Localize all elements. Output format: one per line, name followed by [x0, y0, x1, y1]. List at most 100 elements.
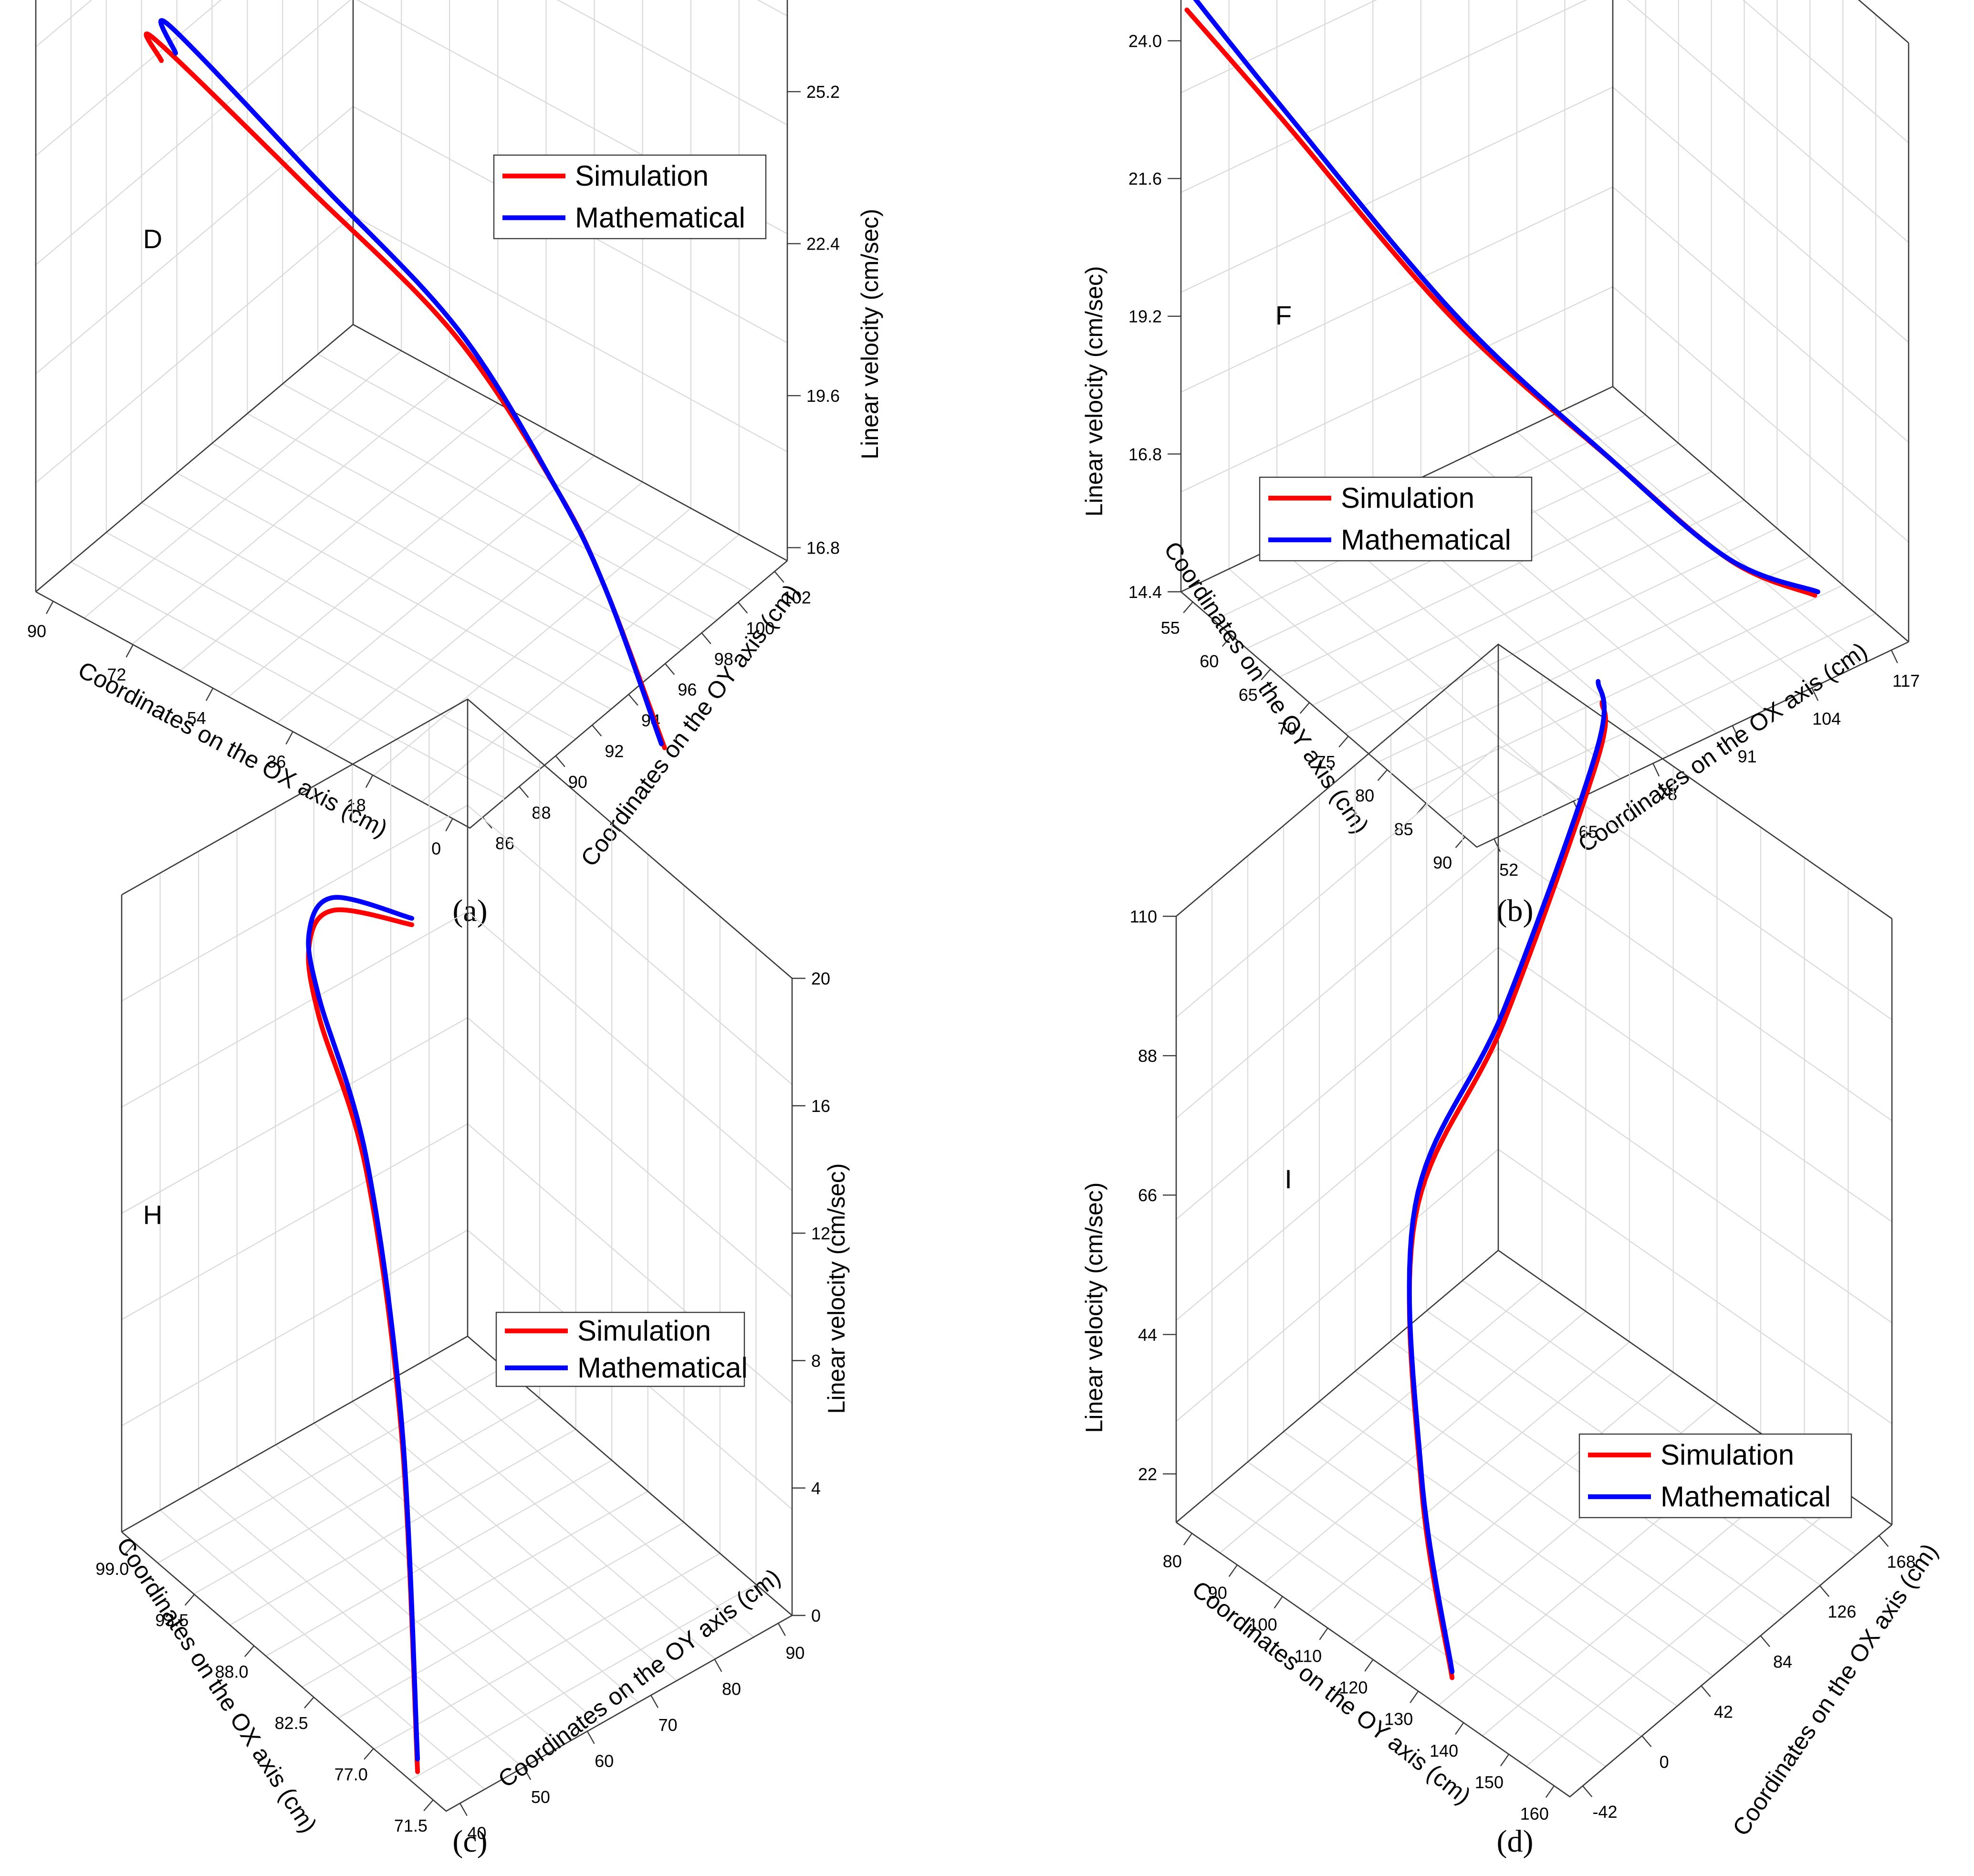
grid-line: [1525, 1494, 1849, 1767]
z-axis-tick-label: 110: [1130, 907, 1157, 926]
panel-caption: (d): [1497, 1824, 1534, 1859]
chart-panel-a: 018365472908688909294969810010216.819.62…: [27, 0, 883, 928]
x-axis-tick-label: 18: [347, 795, 366, 815]
grid-line: [1564, 409, 1861, 665]
grid-line: [409, 1584, 756, 1781]
grid-line: [282, 383, 717, 621]
series-line-mathematical: [1193, 0, 1820, 595]
series-line-simulation: [144, 31, 667, 750]
x-axis-tick-label: 84: [1773, 1652, 1792, 1672]
x-axis-tick-label: 52: [1499, 860, 1518, 880]
y-axis-tick: [1228, 1564, 1238, 1577]
grid-line: [84, 350, 402, 618]
y-axis-title: Coordinates on the OY axis (cm): [1159, 537, 1374, 838]
z-axis-tick-label: 44: [1138, 1325, 1157, 1344]
y-axis-tick: [519, 786, 529, 798]
y-axis-tick-label: 40: [467, 1823, 486, 1843]
legend: Simulation Mathematical: [1259, 476, 1533, 562]
x-axis-title: Coordinates on the OX axis (cm): [111, 1532, 322, 1837]
y-axis-tick: [1319, 1627, 1328, 1640]
y-axis-tick-label: 70: [658, 1715, 678, 1735]
grid-line: [1283, 1431, 1678, 1707]
grid-line: [1247, 1461, 1642, 1737]
z-axis-tick-label: 66: [1138, 1185, 1157, 1205]
x-axis-title: Coordinates on the OX axis (cm): [1573, 637, 1872, 858]
y-axis-tick: [555, 755, 565, 767]
x-axis-tick-label: 88.0: [215, 1662, 248, 1681]
grid-line: [228, 429, 547, 697]
x-axis-tick-label: -42: [1592, 1802, 1617, 1822]
z-axis-title: Linear velocity (cm/sec): [856, 209, 883, 459]
grid-line: [1350, 1372, 1674, 1645]
y-axis-tick: [1455, 1722, 1464, 1735]
grid-line: [1263, 1310, 1587, 1584]
grid-line: [1212, 1491, 1606, 1767]
grid-line: [374, 1553, 721, 1750]
x-axis-tick-label: 168: [1887, 1552, 1915, 1572]
grid-line: [352, 1401, 678, 1681]
y-axis-tick: [523, 1767, 532, 1780]
grid: [121, 721, 793, 1790]
x-axis-tick-label: 91: [1738, 746, 1757, 766]
grid-line: [1180, 0, 1909, 243]
x-axis-tick-label: 0: [1660, 1752, 1669, 1771]
legend: Simulation Mathematical: [1578, 1433, 1852, 1519]
y-axis-tick: [701, 632, 711, 644]
floor-front-edges: [1180, 591, 1909, 848]
legend-box: [1578, 1433, 1852, 1519]
z-axis-tick-label: 12: [811, 1224, 830, 1243]
grid-line: [324, 482, 643, 750]
grid-line: [121, 1017, 793, 1298]
x-axis-title: Coordinates on the OX axis (cm): [1727, 1539, 1943, 1841]
z-axis-tick-label: 16.8: [806, 538, 840, 558]
floor-front-edges: [121, 1531, 793, 1812]
x-axis-tick: [364, 1748, 374, 1760]
legend-entry-mathematical-label: Mathematical: [577, 1352, 748, 1383]
y-axis-tick: [1455, 836, 1466, 849]
y-axis-tick-label: 55: [1161, 618, 1180, 638]
y-axis-tick: [1338, 735, 1349, 748]
x-axis-tick-label: 65: [1579, 822, 1598, 842]
grid-line: [159, 1509, 485, 1790]
legend-entry-simulation-label: Simulation: [577, 1315, 711, 1347]
grid-line: [276, 455, 595, 723]
y-axis-tick: [1299, 702, 1310, 714]
grid-line: [121, 911, 793, 1191]
y-axis-tick: [1222, 635, 1232, 647]
grid-line: [121, 805, 793, 1085]
y-axis-tick-label: 100: [746, 618, 774, 638]
y-axis-tick-label: 110: [1295, 1646, 1322, 1666]
x-axis-tick: [1760, 1635, 1770, 1647]
legend-entry-simulation-label: Simulation: [575, 160, 709, 192]
axis-box: [1175, 643, 1893, 1798]
z-axis-tick-label: 24.0: [1128, 31, 1162, 51]
grid-line: [180, 403, 499, 671]
grid-line: [1307, 1341, 1630, 1614]
x-axis-tick-label: 77.0: [334, 1765, 368, 1784]
y-axis-tick-label: 96: [678, 680, 697, 700]
y-axis-tick-label: 102: [783, 587, 811, 607]
z-axis-tick-label: 20: [811, 969, 830, 988]
z-axis-tick-label: 16: [811, 1096, 830, 1116]
grid-line: [71, 561, 506, 799]
grid-line: [106, 532, 541, 769]
y-axis-tick: [665, 663, 675, 675]
y-axis-tick-label: 80: [1163, 1551, 1182, 1571]
panel-caption: (b): [1497, 893, 1534, 928]
grid-line: [193, 1398, 540, 1594]
x-axis-tick-label: 72: [107, 665, 126, 684]
grid-line: [428, 1357, 754, 1638]
y-axis-tick-label: 92: [605, 741, 624, 761]
x-axis-tick: [1641, 1735, 1652, 1748]
x-axis-tick: [1890, 650, 1898, 663]
y-axis-title: Coordinates on the OY axis (cm): [493, 1563, 785, 1793]
grid-line: [373, 508, 691, 776]
z-axis-title: Linear velocity (cm/sec): [1081, 266, 1107, 516]
legend-entry-mathematical-label: Mathematical: [1341, 524, 1511, 555]
y-axis-tick-label: 98: [714, 649, 733, 669]
y-axis-tick: [459, 1803, 468, 1816]
axis-box: [121, 698, 793, 1812]
series-line-simulation: [1407, 700, 1608, 1680]
series-line-mathematical: [1407, 679, 1607, 1674]
z-axis-title: Linear velocity (cm/sec): [823, 1163, 850, 1414]
